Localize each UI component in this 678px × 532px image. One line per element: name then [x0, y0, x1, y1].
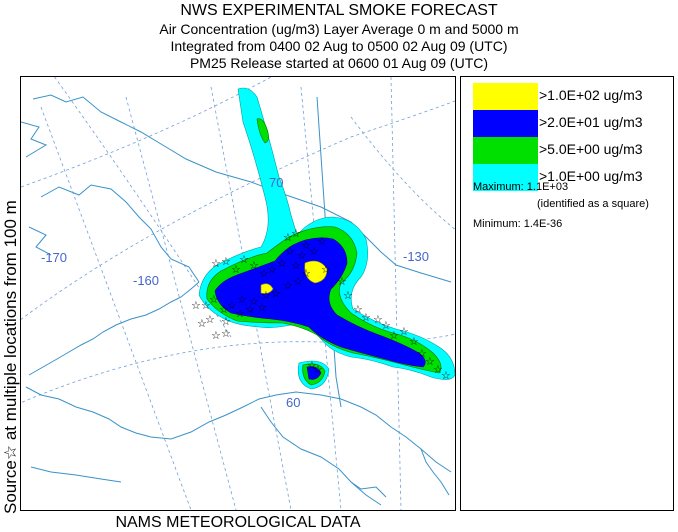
subtitle-concentration: Air Concentration (ug/m3) Layer Average … [159, 21, 519, 37]
source-star-icon: ☆ [381, 319, 391, 332]
source-star-icon: ☆ [271, 287, 281, 300]
source-star-icon: ☆ [409, 335, 419, 348]
source-star-icon: ☆ [317, 235, 327, 248]
source-star-icon: ☆ [197, 317, 207, 330]
source-star-icon: ☆ [221, 315, 231, 328]
source-star-icon: ☆ [245, 303, 255, 316]
source-star-icon: ☆ [291, 227, 301, 240]
smoke-plume-level-3 [214, 237, 426, 380]
source-star-icon: ☆ [425, 355, 435, 368]
source-star-icon: ☆ [399, 325, 409, 338]
map-title: NWS EXPERIMENTAL SMOKE FORECAST [180, 2, 498, 19]
source-star-icon: ☆ [211, 329, 221, 342]
longitude-label-170: -170 [41, 250, 67, 265]
source-star-icon: ☆ [261, 289, 271, 302]
source-star-icon: ☆ [293, 275, 303, 288]
source-star-icon: ☆ [297, 249, 307, 262]
source-star-icon: ☆ [285, 245, 295, 258]
alaska-map: -170 -160 -130 70 60 ☆ ☆☆☆ ☆☆☆ ☆☆☆☆☆☆☆☆☆☆☆☆… [21, 77, 455, 510]
source-star-icon: ☆ [441, 369, 451, 382]
legend-swatch-cyan [473, 164, 538, 191]
minimum-value: Minimum: 1.4E-36 [473, 218, 563, 230]
source-star-icon: ☆ [249, 259, 259, 272]
source-star-icon: ☆ [361, 311, 371, 324]
source-star-icon: ☆ [309, 245, 319, 258]
legend-swatch-green [473, 137, 538, 164]
source-star-icon: ☆ [373, 313, 383, 326]
source-star-icon: ☆ [211, 257, 221, 270]
legend-item-blue: >2.0E+01 ug/m3 [473, 110, 673, 137]
latitude-label-60: 60 [286, 395, 300, 410]
legend-label: >1.0E+02 ug/m3 [539, 87, 643, 103]
legend-label: >1.0E+00 ug/m3 [539, 168, 643, 184]
source-star-icon: ☆ [301, 239, 311, 252]
source-star-icon: ☆ [283, 231, 293, 244]
source-star-icon: ☆ [239, 253, 249, 266]
source-star-icon: ☆ [219, 303, 229, 316]
legend-swatch-blue [473, 110, 538, 137]
source-star-icon: ☆ [313, 363, 323, 376]
source-star-icon: ☆ [237, 293, 247, 306]
subtitle-release: PM25 Release started at 0600 01 Aug 09 (… [189, 55, 489, 71]
source-star-icon: ☆ [337, 275, 347, 288]
maximum-value: Maximum: 1.1E+03 [473, 181, 569, 193]
legend-item-green: >5.0E+00 ug/m3 [473, 137, 673, 164]
legend-item-yellow: >1.0E+02 ug/m3 [473, 83, 673, 110]
source-star-icon: ☆ [307, 359, 317, 372]
maximum-note: (identified as a square) [537, 198, 649, 210]
source-star-icon: ☆ [249, 295, 259, 308]
meteorological-data-label: NAMS METEOROLOGICAL DATA [115, 514, 361, 531]
source-star-icon: ☆ [417, 347, 427, 360]
source-star-icon: ☆ [227, 299, 237, 312]
subtitle-integration: Integrated from 0400 02 Aug to 0500 02 A… [170, 38, 508, 54]
source-star-icon: ☆ [205, 313, 215, 326]
source-star-icon: ☆ [283, 279, 293, 292]
source-star-icon: ☆ [221, 327, 231, 340]
source-star-icon: ☆ [257, 301, 267, 314]
map-panel: -170 -160 -130 70 60 ☆ ☆ ☆ ☆ ☆ ☆ ☆ ☆ ☆ ☆ ☆ ☆ ☆ ☆ ☆ ☆ ☆ ☆ ☆… [20, 76, 456, 511]
source-star-icon: ☆ [321, 263, 331, 276]
longitude-label-160: -160 [133, 273, 159, 288]
legend-label: >5.0E+00 ug/m3 [539, 141, 643, 157]
source-star-icon: ☆ [291, 259, 301, 272]
alaska-coastline [21, 94, 452, 506]
source-star-icon: ☆ [209, 293, 219, 306]
source-star-icon: ☆ [201, 299, 211, 312]
source-star-icon: ☆ [191, 299, 201, 312]
legend-panel: >1.0E+02 ug/m3 >2.0E+01 ug/m3 >5.0E+00 u… [460, 76, 674, 511]
source-star-icon: ☆ [301, 267, 311, 280]
canada-border [316, 96, 342, 408]
source-star-icon: ☆ [235, 307, 245, 320]
legend-item-cyan: >1.0E+00 ug/m3 [473, 164, 673, 191]
longitude-label-130: -130 [403, 249, 429, 264]
source-star-icon: ☆ [267, 263, 277, 276]
smoke-plume-level-4 [260, 260, 328, 294]
source-star-icon: ☆ [343, 289, 353, 302]
legend-label: >2.0E+01 ug/m3 [539, 114, 643, 130]
legend-swatch-yellow [473, 83, 538, 110]
source-star-icon: ☆ [353, 303, 363, 316]
source-star-icon: ☆ [231, 263, 241, 276]
source-star-icon: ☆ [433, 363, 443, 376]
source-star-icon: ☆ [221, 255, 231, 268]
latitude-label-70: 70 [269, 175, 283, 190]
source-star-icon: ☆ [389, 329, 399, 342]
source-markers: ☆ ☆☆☆ ☆☆☆ ☆☆☆☆☆☆☆☆☆☆☆☆☆☆☆ ☆☆ ☆ ☆☆☆☆☆☆☆☆☆☆☆☆ ☆☆☆… [191, 227, 451, 382]
source-star-icon: ☆ [259, 267, 269, 280]
source-star-icon: ☆ [277, 257, 287, 270]
